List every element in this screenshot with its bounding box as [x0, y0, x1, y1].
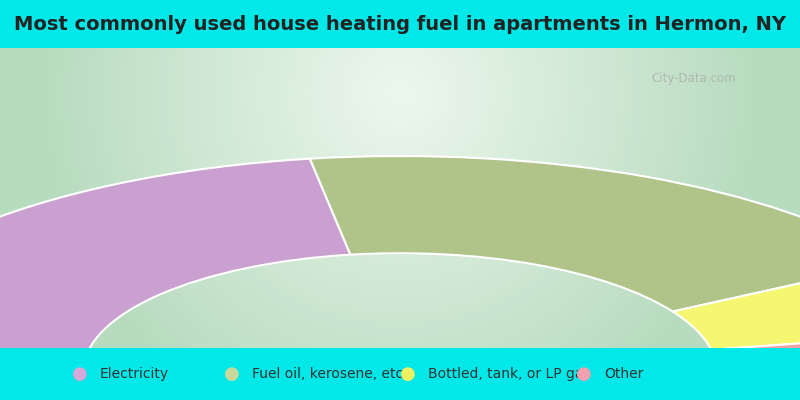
Text: Bottled, tank, or LP gas: Bottled, tank, or LP gas: [428, 367, 590, 381]
Text: Other: Other: [604, 367, 643, 381]
Wedge shape: [310, 156, 800, 312]
Text: ●: ●: [224, 365, 240, 383]
Wedge shape: [673, 262, 800, 350]
Wedge shape: [711, 332, 800, 372]
Text: Fuel oil, kerosene, etc.: Fuel oil, kerosene, etc.: [252, 367, 407, 381]
Text: ●: ●: [400, 365, 416, 383]
Wedge shape: [0, 159, 350, 372]
Text: Electricity: Electricity: [100, 367, 169, 381]
Text: Most commonly used house heating fuel in apartments in Hermon, NY: Most commonly used house heating fuel in…: [14, 14, 786, 34]
Text: City-Data.com: City-Data.com: [651, 72, 736, 85]
Text: ●: ●: [576, 365, 592, 383]
Text: ●: ●: [72, 365, 88, 383]
